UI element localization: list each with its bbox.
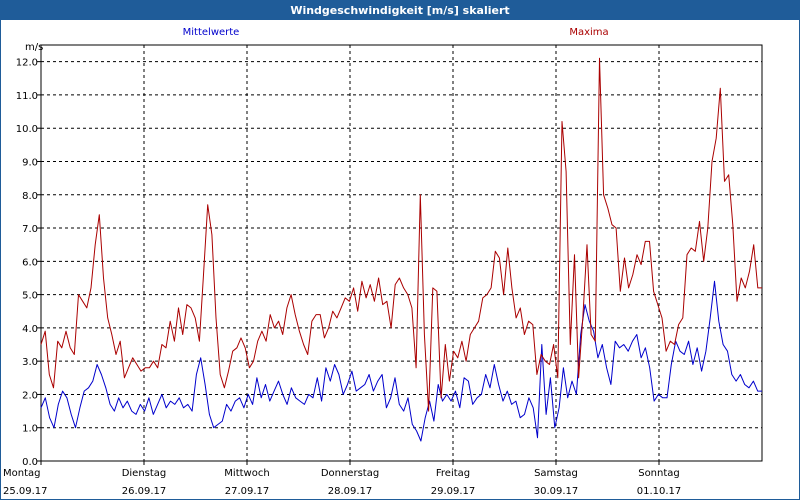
y-axis: 0.0 1.0 2.0 3.0 4.0 5.0 6.0 7.0 8.0 9.0 10.0 11.0 12… [16,58,41,468]
x-tick-label-weekday: Samstag [534,468,578,479]
window-title: Windgeschwindigkeit [m/s] skaliert [1,1,799,20]
x-axis: Montag 25.09.17 Dienstag 26.09.17 Mittwoch 27… [3,461,681,497]
legend-series-mittelwerte: Mittelwerte [183,27,240,38]
x-tick-label-date: 30.09.17 [534,486,579,497]
y-tick-label: 9.0 [22,157,38,168]
y-tick-label: 6.0 [22,257,38,268]
x-tick-label-weekday: Sonntag [638,468,680,479]
y-tick-label: 4.0 [22,324,38,335]
x-tick-label-date: 25.09.17 [3,486,48,497]
x-tick-label-weekday: Freitag [436,468,470,479]
x-tick-label-date: 01.10.17 [637,486,682,497]
y-tick-label: 0.0 [22,457,38,468]
x-tick-label-date: 29.09.17 [431,486,476,497]
series-line-maxima [40,57,762,412]
x-tick-label-date: 27.09.17 [225,486,270,497]
x-tick-label-weekday: Montag [3,468,40,479]
plot-area [40,44,763,462]
x-tick-label-weekday: Dienstag [122,468,167,479]
y-tick-label: 2.0 [22,390,38,401]
x-tick-label-date: 28.09.17 [328,486,373,497]
y-tick-label: 8.0 [22,191,38,202]
x-tick-label-weekday: Mittwoch [224,468,269,479]
series-line-mittelwerte [40,280,762,442]
y-tick-label: 3.0 [22,357,38,368]
y-tick-label: 11.0 [16,91,38,102]
series-lines [40,57,762,442]
y-tick-label: 7.0 [22,224,38,235]
y-tick-label: 1.0 [22,424,38,435]
y-tick-label: 5.0 [22,291,38,302]
y-tick-label: 12.0 [16,58,38,69]
legend-series-maxima: Maxima [569,27,608,38]
y-axis-unit-label: m/s [25,42,43,53]
y-tick-label: 10.0 [16,124,38,135]
x-tick-label-date: 26.09.17 [122,486,167,497]
x-tick-label-weekday: Donnerstag [321,468,379,479]
